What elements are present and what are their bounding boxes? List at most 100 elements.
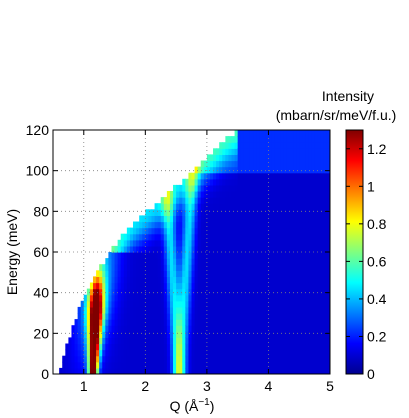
heatmap-cell-2653 [326, 166, 330, 174]
heatmap-cell-1679 [253, 252, 257, 259]
heatmap-cell-26 [74, 349, 79, 357]
heatmap-cell-1445 [234, 215, 239, 223]
heatmap-cell-278 [120, 313, 125, 320]
heatmap-cell-1234 [219, 325, 223, 332]
heatmap-cell-1463 [237, 349, 242, 357]
heatmap-cell-2543 [320, 349, 325, 357]
heatmap-cell-2490 [314, 184, 319, 192]
heatmap-cell-931 [191, 239, 196, 247]
heatmap-cell-1503 [240, 349, 245, 357]
heatmap-cell-550 [154, 343, 159, 351]
heatmap-cell-1583 [246, 349, 251, 357]
heatmap-cell-1858 [265, 136, 270, 143]
heatmap-cell-757 [176, 331, 180, 338]
heatmap-cell-271 [120, 355, 125, 363]
heatmap-cell-2652 [326, 172, 330, 180]
heatmap-cell-1676 [253, 270, 257, 277]
heatmap-cell-1658 [249, 136, 254, 143]
heatmap-cell-1990 [277, 306, 282, 314]
heatmap-cell-1359 [228, 264, 233, 271]
heatmap-cell-2408 [308, 197, 313, 204]
heatmap-cell-1638 [249, 258, 254, 265]
heatmap-cell-2114 [286, 282, 291, 290]
heatmap-cell-637 [163, 331, 168, 338]
heatmap-cell-45 [80, 355, 85, 363]
heatmap-cell-1294 [222, 191, 226, 198]
heatmap-cell-788 [179, 331, 183, 338]
heatmap-cell-565 [154, 252, 159, 259]
heatmap-cell-2006 [277, 209, 282, 216]
heatmap-cell-1625 [249, 337, 254, 345]
heatmap-cell-1914 [271, 282, 276, 290]
heatmap-cell-224 [111, 252, 116, 259]
heatmap-cell-2500 [317, 367, 322, 374]
heatmap-cell-1514 [240, 282, 245, 290]
heatmap-cell-419 [139, 331, 143, 338]
heatmap-cell-503 [148, 300, 153, 308]
heatmap-cell-1746 [259, 331, 263, 338]
heatmap-cell-1457 [234, 142, 239, 149]
colorbar-units: (mbarn/sr/meV/f.u.) [276, 107, 397, 123]
heatmap-cell-736 [173, 270, 177, 277]
heatmap-cell-2580 [323, 367, 328, 374]
heatmap-cell-2411 [308, 178, 313, 186]
heatmap-cell-2269 [299, 313, 303, 320]
heatmap-cell-0 [59, 367, 63, 374]
heatmap-cell-153 [102, 337, 106, 345]
heatmap-cell-2370 [305, 184, 310, 192]
heatmap-cell-630 [160, 197, 165, 204]
heatmap-cell-69 [86, 361, 91, 369]
heatmap-cell-1671 [253, 300, 257, 308]
heatmap-cell-1119 [209, 355, 214, 363]
heatmap-cell-2289 [299, 191, 303, 198]
heatmap-cell-494 [148, 355, 153, 363]
heatmap-cell-86 [89, 343, 94, 351]
heatmap-cell-1696 [253, 148, 257, 155]
heatmap-cell-862 [185, 264, 190, 271]
heatmap-cell-2612 [323, 172, 328, 180]
heatmap-cell-2265 [299, 337, 303, 345]
heatmap-cell-2586 [323, 331, 328, 338]
heatmap-cell-2177 [289, 142, 294, 149]
heatmap-cell-2005 [277, 215, 282, 223]
heatmap-cell-1878 [268, 258, 273, 265]
heatmap-cell-2402 [308, 233, 313, 241]
heatmap-cell-2050 [280, 184, 285, 192]
heatmap-cell-645 [163, 282, 168, 290]
heatmap-cell-1198 [216, 319, 220, 326]
heatmap-cell-15 [71, 367, 76, 374]
heatmap-cell-1946 [274, 331, 279, 338]
heatmap-cell-1354 [228, 294, 233, 302]
heatmap-cell-59 [83, 343, 88, 351]
heatmap-cell-840 [182, 203, 186, 210]
heatmap-cell-2044 [280, 221, 285, 229]
heatmap-cell-908 [188, 178, 193, 186]
heatmap-cell-66 [83, 300, 88, 308]
heatmap-cell-2200 [293, 245, 297, 253]
heatmap-cell-1218 [216, 197, 220, 204]
heatmap-cell-2547 [320, 325, 325, 332]
heatmap-cell-30 [74, 325, 79, 332]
heatmap-cell-2297 [299, 142, 303, 149]
heatmap-cell-421 [139, 319, 143, 326]
heatmap-cell-2204 [293, 221, 297, 229]
heatmap-cell-2551 [320, 300, 325, 308]
heatmap-cell-853 [185, 319, 190, 326]
heatmap-cell-576 [157, 355, 162, 363]
heatmap-cell-2449 [311, 191, 316, 198]
heatmap-cell-1168 [213, 276, 217, 284]
heatmap-cell-1444 [234, 221, 239, 229]
heatmap-cell-2618 [323, 136, 328, 143]
heatmap-cell-885 [188, 319, 193, 326]
heatmap-cell-2033 [280, 288, 285, 296]
heatmap-cell-1261 [219, 160, 223, 168]
heatmap-cell-1256 [219, 191, 223, 198]
heatmap-cell-2368 [305, 197, 310, 204]
heatmap-cell-1138 [209, 239, 214, 247]
heatmap-cell-1654 [249, 160, 254, 168]
heatmap-cell-1745 [259, 337, 263, 345]
heatmap-cell-1853 [265, 166, 270, 174]
heatmap-cell-77 [86, 313, 91, 320]
heatmap-cell-1491 [237, 178, 242, 186]
heatmap-cell-1839 [265, 252, 270, 259]
